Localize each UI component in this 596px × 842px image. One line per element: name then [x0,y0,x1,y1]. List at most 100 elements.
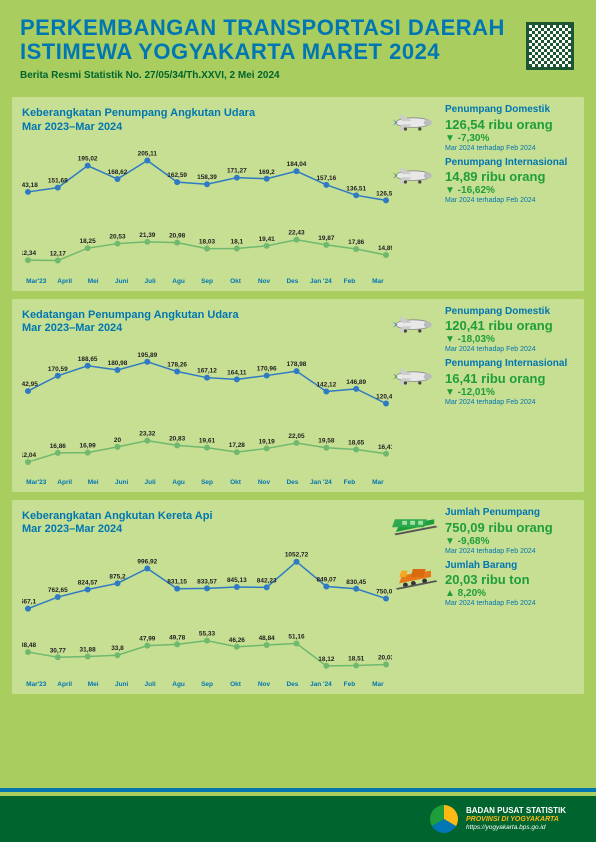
svg-text:169,2: 169,2 [259,169,276,176]
x-label: Nov [250,278,278,285]
svg-text:184,04: 184,04 [287,161,307,168]
svg-text:16,41: 16,41 [378,444,392,451]
x-axis: Mar'23AprilMeiJuniJuliAguSepOktNovDesJan… [22,278,392,285]
svg-text:151,68: 151,68 [48,177,68,184]
svg-text:146,89: 146,89 [346,379,366,386]
stat-title: Penumpang Domestik [445,105,576,116]
line-chart-sub: 12,3412,1718,2520,5321,3920,9818,0318,11… [22,228,392,276]
x-label: Feb [335,479,363,486]
x-label: April [50,278,78,285]
line-chart-main: 142,95170,59188,65180,98195,89178,26167,… [22,339,392,429]
svg-text:30,77: 30,77 [50,647,67,654]
x-label: Sep [193,681,221,688]
panel-sidebar: Jumlah Penumpang 750,09 ribu orang ▼ -9,… [391,508,576,613]
svg-text:170,96: 170,96 [257,366,277,373]
svg-text:830,45: 830,45 [346,578,366,585]
svg-text:12,17: 12,17 [50,250,67,257]
svg-text:18,51: 18,51 [348,655,365,662]
x-label: Des [278,278,306,285]
x-label: Mar [364,278,392,285]
svg-text:49,78: 49,78 [169,634,186,641]
svg-text:120,41: 120,41 [376,394,392,401]
stat-block: Jumlah Penumpang 750,09 ribu orang ▼ -9,… [391,508,576,555]
x-label: Mar [364,681,392,688]
svg-text:19,19: 19,19 [259,439,276,446]
x-label: Juli [136,681,164,688]
x-label: Sep [193,479,221,486]
svg-text:18,12: 18,12 [318,655,335,662]
svg-text:667,1: 667,1 [22,598,36,605]
svg-text:831,15: 831,15 [167,578,187,585]
x-axis: Mar'23AprilMeiJuniJuliAguSepOktNovDesJan… [22,681,392,688]
x-label: Mei [79,479,107,486]
x-label: Jan '24 [307,681,335,688]
stat-title: Jumlah Penumpang [445,508,576,519]
stat-value: 14,89 ribu orang [445,169,576,184]
footer-text: BADAN PUSAT STATISTIK PROVINSI DI YOGYAK… [466,806,566,832]
x-label: Juni [107,278,135,285]
x-label: Feb [335,681,363,688]
x-label: Juli [136,479,164,486]
plane-blue-icon [391,307,439,339]
stat-title: Penumpang Domestik [445,307,576,318]
stat-change: ▼ -9,68% [445,536,576,547]
x-label: Nov [250,479,278,486]
svg-text:12,34: 12,34 [22,250,36,257]
x-label: Jan '24 [307,479,335,486]
svg-text:17,28: 17,28 [229,442,246,449]
stat-block: Penumpang Domestik 120,41 ribu orang ▼ -… [391,307,576,354]
plane-green-icon [391,359,439,391]
x-label: Juni [107,681,135,688]
svg-text:845,13: 845,13 [227,577,247,584]
svg-text:762,65: 762,65 [48,587,68,594]
stat-title: Penumpang Internasional [445,158,576,169]
x-label: Mei [79,681,107,688]
svg-text:19,41: 19,41 [259,236,276,243]
stat-value: 20,03 ribu ton [445,572,576,587]
stat-block: Jumlah Barang 20,03 ribu ton ▲ 8,20% Mar… [391,561,576,608]
svg-text:205,11: 205,11 [138,150,158,157]
svg-text:188,65: 188,65 [78,356,98,363]
svg-text:178,26: 178,26 [167,362,187,369]
stat-block: Penumpang Domestik 126,54 ribu orang ▼ -… [391,105,576,152]
footer: BADAN PUSAT STATISTIK PROVINSI DI YOGYAK… [0,792,596,842]
stat-change: ▼ -12,01% [445,387,576,398]
svg-text:178,98: 178,98 [287,361,307,368]
svg-text:195,02: 195,02 [78,155,98,162]
panel-0: Keberangkatan Penumpang Angkutan UdaraMa… [12,97,584,290]
x-label: Des [278,681,306,688]
svg-text:48,84: 48,84 [259,635,276,642]
plane-green-icon [391,158,439,190]
svg-text:47,99: 47,99 [139,635,156,642]
train-green-icon [391,508,439,540]
svg-text:996,92: 996,92 [137,558,157,565]
svg-text:19,58: 19,58 [318,438,335,445]
svg-text:18,25: 18,25 [80,238,97,245]
x-label: Mar'23 [22,479,50,486]
stat-change: ▲ 8,20% [445,588,576,599]
x-label: Mar'23 [22,278,50,285]
stat-value: 16,41 ribu orang [445,371,576,386]
svg-text:126,54: 126,54 [376,190,392,197]
x-label: Okt [221,278,249,285]
train-orange-icon [391,561,439,593]
svg-text:46,26: 46,26 [229,636,246,643]
svg-text:21,39: 21,39 [139,232,156,239]
stat-change: ▼ -16,62% [445,185,576,196]
bps-logo-icon [430,805,458,833]
stat-change: ▼ -18,03% [445,334,576,345]
x-label: Mar [364,479,392,486]
line-chart-sub: 12,0416,8616,992023,3220,8319,6117,2819,… [22,429,392,477]
stat-change: ▼ -7,30% [445,133,576,144]
svg-text:824,57: 824,57 [78,579,98,586]
line-chart-main: 143,18151,68195,02168,62205,11162,59158,… [22,138,392,228]
x-label: Okt [221,681,249,688]
x-label: April [50,681,78,688]
svg-text:195,89: 195,89 [137,352,157,359]
svg-text:18,65: 18,65 [348,440,365,447]
svg-text:168,62: 168,62 [108,169,128,176]
header: PERKEMBANGAN TRANSPORTASI DAERAH ISTIMEW… [0,0,596,89]
x-label: Mar'23 [22,681,50,688]
svg-text:167,12: 167,12 [197,368,217,375]
svg-text:171,27: 171,27 [227,167,247,174]
